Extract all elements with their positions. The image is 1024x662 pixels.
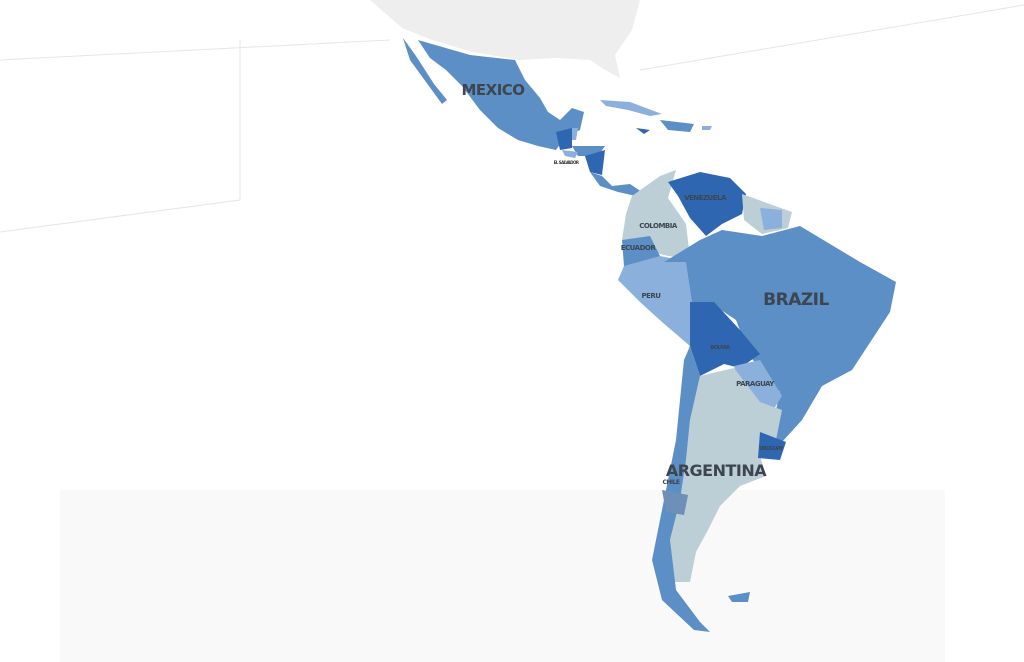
label-ecuador: ECUADOR [621, 244, 657, 252]
country-brazil[interactable] [664, 226, 896, 442]
chile-southern-islands[interactable] [662, 490, 688, 515]
label-paraguay: PARAGUAY [736, 380, 775, 388]
country-hispaniola[interactable] [660, 120, 694, 132]
label-chile: CHILE [662, 479, 679, 486]
country-puerto-rico[interactable] [702, 126, 712, 130]
country-argentina[interactable] [670, 368, 782, 582]
label-uruguay: URUGUAY [759, 446, 783, 452]
country-falklands[interactable] [728, 592, 750, 602]
label-argentina: ARGENTINA [666, 461, 767, 480]
country-cuba[interactable] [600, 100, 662, 116]
label-mexico: MEXICO [461, 81, 524, 99]
label-colombia: COLOMBIA [639, 222, 678, 230]
country-chile[interactable] [652, 346, 710, 632]
country-uruguay[interactable] [758, 432, 786, 460]
country-peru[interactable] [618, 256, 702, 346]
label-peru: PERU [642, 292, 662, 300]
country-jamaica[interactable] [636, 128, 650, 134]
country-guatemala[interactable] [556, 128, 572, 150]
country-colombia[interactable] [622, 170, 690, 258]
maritime-boundaries [0, 4, 1024, 233]
country-bolivia[interactable] [690, 302, 760, 376]
label-el-salvador: EL SALVADOR [554, 160, 579, 165]
country-costa-rica-panama[interactable] [590, 172, 642, 196]
label-bolivia: BOLIVIA [710, 345, 730, 351]
country-paraguay[interactable] [734, 360, 782, 412]
label-brazil: BRAZIL [763, 290, 829, 310]
country-el-salvador[interactable] [562, 150, 578, 158]
country-mexico[interactable] [418, 40, 584, 150]
country-mexico-baja[interactable] [403, 38, 447, 104]
country-nicaragua[interactable] [585, 150, 605, 175]
country-venezuela[interactable] [668, 172, 746, 236]
united-states-land [370, 0, 640, 78]
antarctic-haze [60, 490, 945, 662]
label-venezuela: VENEZUELA [684, 194, 727, 202]
country-belize[interactable] [572, 128, 578, 140]
country-suriname[interactable] [760, 208, 782, 230]
